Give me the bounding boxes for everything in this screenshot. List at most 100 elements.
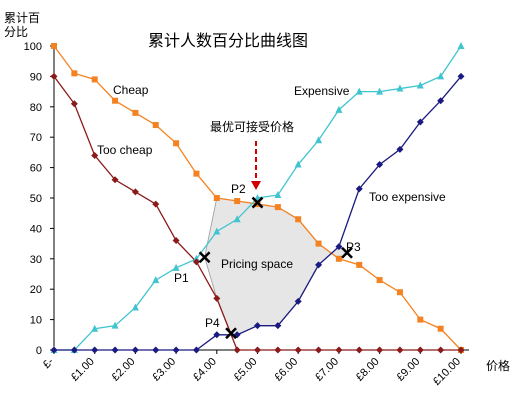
data-point-cheap xyxy=(213,195,220,201)
data-point-expensive xyxy=(335,105,343,113)
data-point-expensive xyxy=(315,136,323,144)
intersection-cross-p2 xyxy=(251,196,264,209)
data-point-too-expensive xyxy=(213,331,221,339)
x-tick-label: £- xyxy=(41,355,57,371)
x-tick-label: £6.00 xyxy=(272,356,300,384)
data-point-expensive xyxy=(213,227,221,235)
chart-title: 累计人数百分比曲线图 xyxy=(148,32,308,50)
series-label-expensive: Expensive xyxy=(294,84,350,98)
data-point-expensive xyxy=(294,160,302,168)
x-axis-label: 价格 xyxy=(486,358,510,373)
data-point-expensive xyxy=(192,254,200,262)
y-tick-label: 0 xyxy=(36,345,42,357)
data-point-cheap xyxy=(152,122,159,129)
x-tick-label: £3.00 xyxy=(150,356,178,384)
data-point-expensive xyxy=(172,263,180,271)
y-tick-label: 50 xyxy=(30,193,42,205)
x-tick-label: £4.00 xyxy=(191,356,219,384)
x-tick-label: £9.00 xyxy=(394,356,422,384)
data-point-too-expensive xyxy=(152,346,160,354)
data-point-cheap xyxy=(132,109,139,116)
data-point-too-cheap xyxy=(70,100,78,108)
y-axis-label-line1: 累计百 xyxy=(4,11,40,25)
data-point-too-expensive xyxy=(315,261,323,269)
data-point-too-cheap xyxy=(254,346,261,354)
y-tick-label: 70 xyxy=(30,132,42,144)
data-point-too-cheap xyxy=(91,151,99,159)
data-point-cheap xyxy=(234,198,241,205)
data-point-too-cheap xyxy=(131,188,139,196)
data-point-expensive xyxy=(396,84,404,92)
data-point-too-cheap xyxy=(315,346,323,354)
data-point-cheap xyxy=(112,97,119,104)
pricing-space-label: Pricing space xyxy=(221,257,293,271)
y-tick-label: 80 xyxy=(30,102,42,114)
data-point-cheap xyxy=(396,289,403,296)
y-tick-label: 90 xyxy=(30,71,42,83)
data-point-too-cheap xyxy=(355,346,363,354)
data-point-too-cheap xyxy=(457,346,465,354)
series-label-too-expensive: Too expensive xyxy=(369,190,446,204)
data-point-too-expensive xyxy=(91,346,99,354)
intersection-cross-p1 xyxy=(198,251,211,264)
optimal-price-annotation: 最优可接受价格 xyxy=(210,119,294,134)
data-point-expensive xyxy=(152,276,160,284)
data-point-too-expensive xyxy=(416,118,424,126)
intersection-cross-p4 xyxy=(225,327,237,340)
data-point-expensive xyxy=(416,81,424,89)
data-point-too-cheap xyxy=(233,346,241,354)
data-point-too-cheap xyxy=(416,346,424,354)
data-point-too-expensive xyxy=(131,346,139,354)
intersection-label-p2: P2 xyxy=(231,182,246,196)
data-point-expensive xyxy=(274,190,282,198)
y-tick-label: 10 xyxy=(30,315,42,327)
data-point-cheap xyxy=(51,43,57,49)
data-point-cheap xyxy=(335,255,342,262)
y-tick-label: 30 xyxy=(30,254,42,266)
y-axis-label-line2: 分比 xyxy=(4,25,28,39)
data-point-too-expensive xyxy=(396,145,404,153)
data-point-too-expensive xyxy=(457,72,465,80)
data-point-too-cheap xyxy=(437,346,445,354)
data-point-cheap xyxy=(295,216,302,223)
data-point-too-expensive xyxy=(335,243,343,251)
data-point-too-expensive xyxy=(172,346,180,354)
data-point-too-expensive xyxy=(376,161,384,169)
data-point-too-expensive xyxy=(192,346,200,354)
data-point-too-expensive xyxy=(294,297,302,305)
data-point-too-expensive xyxy=(355,185,363,193)
data-point-cheap xyxy=(274,204,281,211)
y-tick-label: 60 xyxy=(30,163,42,175)
optimal-price-arrow-head xyxy=(251,181,261,190)
intersection-label-p4: P4 xyxy=(205,316,220,330)
data-point-expensive xyxy=(111,321,119,329)
data-point-too-cheap xyxy=(111,176,119,184)
data-point-expensive xyxy=(437,72,445,80)
data-point-too-cheap xyxy=(172,237,180,245)
intersection-label-p1: P1 xyxy=(174,271,189,285)
data-point-expensive xyxy=(376,87,384,95)
data-point-too-cheap xyxy=(376,346,384,354)
data-point-cheap xyxy=(356,261,363,268)
x-tick-label: £7.00 xyxy=(313,356,341,384)
data-point-expensive xyxy=(91,324,99,332)
data-point-expensive xyxy=(355,87,363,95)
series-markers xyxy=(50,42,465,354)
data-point-cheap xyxy=(71,70,78,77)
data-point-too-cheap xyxy=(50,72,58,80)
y-tick-labels: 0 10 20 30 40 50 60 70 80 90 100 xyxy=(24,41,42,357)
data-point-cheap xyxy=(315,240,322,247)
data-point-too-cheap xyxy=(335,346,343,354)
data-point-too-expensive xyxy=(70,346,78,354)
data-point-expensive xyxy=(233,215,241,223)
data-point-cheap xyxy=(173,140,180,147)
data-point-too-cheap xyxy=(274,346,282,354)
data-point-cheap xyxy=(376,277,383,284)
data-point-too-cheap xyxy=(213,294,221,302)
x-tick-label: £8.00 xyxy=(354,356,382,384)
data-point-too-expensive xyxy=(274,322,282,330)
intersection-label-p3: P3 xyxy=(346,240,361,254)
x-tick-label: £1.00 xyxy=(69,356,97,384)
y-tick-label: 40 xyxy=(30,223,42,235)
